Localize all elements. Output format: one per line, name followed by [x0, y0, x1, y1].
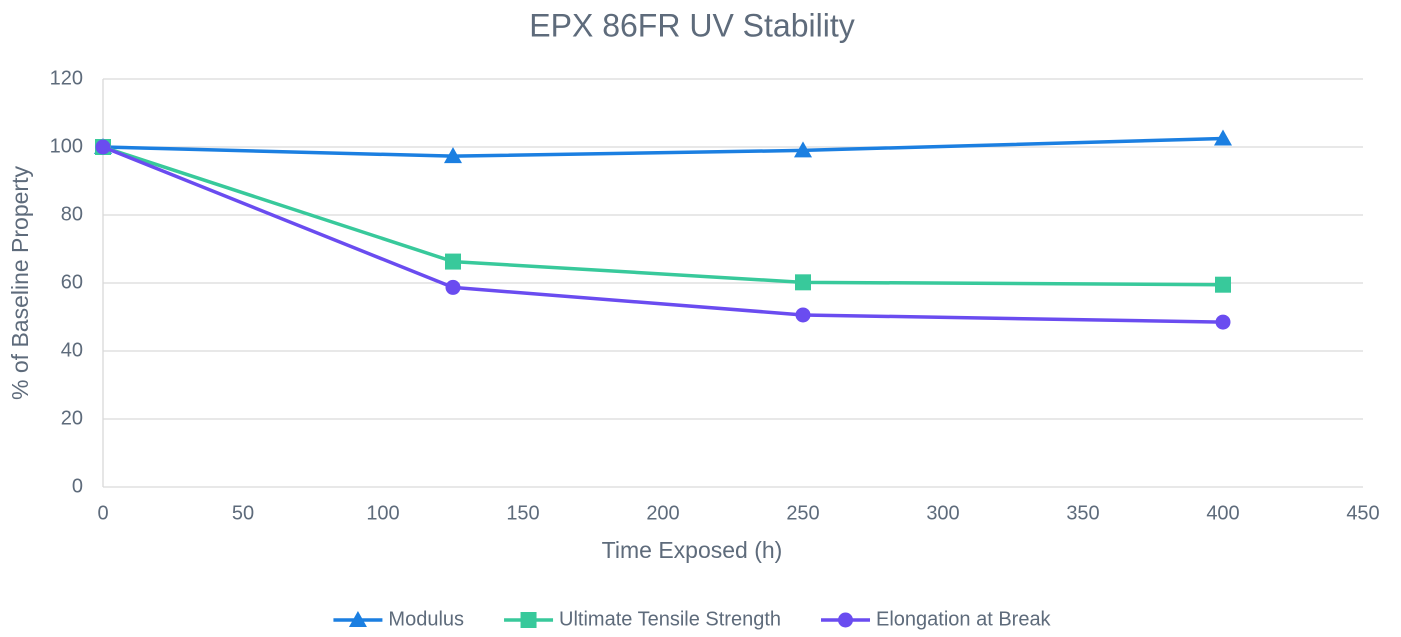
series-line — [102, 145, 1224, 287]
data-point — [794, 141, 812, 158]
x-tick-label: 400 — [1206, 502, 1239, 524]
chart-title: EPX 86FR UV Stability — [529, 7, 854, 43]
y-tick-label: 60 — [61, 271, 83, 293]
legend-label: Ultimate Tensile Strength — [559, 608, 781, 630]
y-tick-label: 40 — [61, 339, 83, 361]
x-tick-label: 200 — [646, 502, 679, 524]
data-point — [444, 147, 462, 164]
series-line — [102, 136, 1224, 158]
data-point — [1214, 129, 1232, 146]
legend-marker — [348, 611, 367, 627]
y-tick-label: 20 — [61, 407, 83, 429]
series-line — [102, 145, 1224, 324]
data-point — [795, 274, 811, 291]
x-tick-label: 100 — [366, 502, 399, 524]
x-tick-label: 300 — [926, 502, 959, 524]
x-tick-label: 350 — [1066, 502, 1099, 524]
x-tick-label: 450 — [1346, 502, 1379, 524]
y-tick-label: 120 — [50, 67, 83, 89]
x-tick-label: 0 — [97, 502, 108, 524]
data-point — [445, 253, 461, 270]
legend-label: Elongation at Break — [876, 608, 1052, 630]
data-point — [795, 307, 811, 323]
legend-marker — [520, 612, 537, 628]
legend-label: Modulus — [388, 608, 464, 630]
y-axis-title: % of Baseline Property — [7, 166, 33, 400]
x-tick-label: 250 — [786, 502, 819, 524]
data-point — [445, 279, 461, 295]
y-tick-label: 80 — [61, 203, 83, 225]
x-tick-label: 150 — [506, 502, 539, 524]
data-point — [1215, 276, 1231, 293]
data-point — [95, 139, 111, 155]
data-point — [1215, 314, 1231, 330]
y-tick-label: 100 — [50, 135, 83, 157]
legend-marker — [838, 612, 854, 628]
x-tick-label: 50 — [232, 502, 254, 524]
y-tick-label: 0 — [72, 475, 83, 497]
x-axis-title: Time Exposed (h) — [602, 537, 783, 563]
